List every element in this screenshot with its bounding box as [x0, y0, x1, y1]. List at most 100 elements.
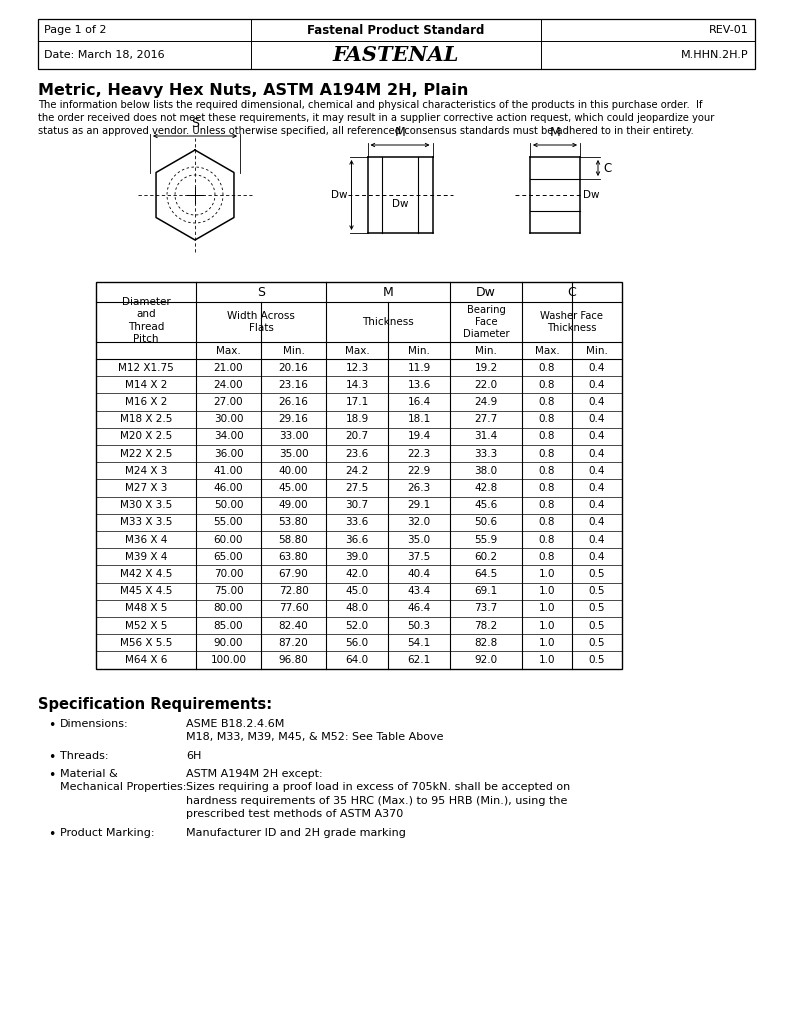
Text: 34.00: 34.00	[214, 431, 244, 441]
Text: Washer Face
Thickness: Washer Face Thickness	[540, 311, 604, 333]
Text: Threads:: Threads:	[60, 751, 108, 761]
Text: M36 X 4: M36 X 4	[125, 535, 167, 545]
Text: M.HHN.2H.P: M.HHN.2H.P	[681, 50, 749, 60]
Text: •: •	[48, 828, 55, 841]
Text: Specification Requirements:: Specification Requirements:	[38, 696, 272, 712]
Text: 40.4: 40.4	[407, 569, 430, 579]
Text: 20.7: 20.7	[346, 431, 369, 441]
Text: •: •	[48, 751, 55, 764]
Text: 0.8: 0.8	[539, 362, 555, 373]
Text: Date: March 18, 2016: Date: March 18, 2016	[44, 50, 165, 60]
Text: Metric, Heavy Hex Nuts, ASTM A194M 2H, Plain: Metric, Heavy Hex Nuts, ASTM A194M 2H, P…	[38, 83, 468, 98]
Text: M27 X 3: M27 X 3	[125, 483, 167, 493]
Text: 60.2: 60.2	[475, 552, 498, 562]
Text: 0.8: 0.8	[539, 517, 555, 527]
Text: 24.2: 24.2	[346, 466, 369, 476]
Text: 13.6: 13.6	[407, 380, 430, 390]
Text: 50.6: 50.6	[475, 517, 498, 527]
Text: 22.3: 22.3	[407, 449, 430, 459]
Text: 0.4: 0.4	[589, 466, 605, 476]
Text: M42 X 4.5: M42 X 4.5	[119, 569, 172, 579]
Text: 82.40: 82.40	[278, 621, 308, 631]
Text: 0.5: 0.5	[589, 655, 605, 665]
Text: Thickness: Thickness	[362, 317, 414, 327]
Text: Bearing
Face
Diameter: Bearing Face Diameter	[463, 304, 509, 339]
Text: 0.5: 0.5	[589, 569, 605, 579]
Text: 39.0: 39.0	[346, 552, 369, 562]
Text: Width Across
Flats: Width Across Flats	[227, 311, 295, 333]
Text: Dw: Dw	[583, 190, 600, 200]
Text: 6H: 6H	[186, 751, 202, 761]
Text: 0.8: 0.8	[539, 449, 555, 459]
Text: M30 X 3.5: M30 X 3.5	[120, 500, 172, 510]
Text: Dw: Dw	[331, 190, 347, 200]
Text: M45 X 4.5: M45 X 4.5	[119, 586, 172, 596]
Text: 100.00: 100.00	[210, 655, 247, 665]
Text: Max.: Max.	[535, 345, 559, 355]
Text: 48.0: 48.0	[346, 603, 369, 613]
Text: 0.8: 0.8	[539, 535, 555, 545]
Text: 14.3: 14.3	[346, 380, 369, 390]
Text: 96.80: 96.80	[278, 655, 308, 665]
Text: Page 1 of 2: Page 1 of 2	[44, 25, 107, 35]
Text: 0.4: 0.4	[589, 431, 605, 441]
Text: 16.4: 16.4	[407, 397, 430, 407]
Text: 29.16: 29.16	[278, 414, 308, 424]
Text: 35.0: 35.0	[407, 535, 430, 545]
Text: M39 X 4: M39 X 4	[125, 552, 167, 562]
Text: 0.8: 0.8	[539, 414, 555, 424]
Text: M22 X 2.5: M22 X 2.5	[119, 449, 172, 459]
Text: 87.20: 87.20	[278, 638, 308, 648]
Text: 12.3: 12.3	[346, 362, 369, 373]
Text: 37.5: 37.5	[407, 552, 430, 562]
Text: 42.0: 42.0	[346, 569, 369, 579]
Text: 24.9: 24.9	[475, 397, 498, 407]
Text: 1.0: 1.0	[539, 603, 555, 613]
Text: 19.2: 19.2	[475, 362, 498, 373]
Text: 46.4: 46.4	[407, 603, 430, 613]
Text: 33.00: 33.00	[278, 431, 308, 441]
Text: M56 X 5.5: M56 X 5.5	[119, 638, 172, 648]
Text: 1.0: 1.0	[539, 638, 555, 648]
Text: 52.0: 52.0	[346, 621, 369, 631]
Text: 0.4: 0.4	[589, 414, 605, 424]
Text: M: M	[395, 126, 405, 139]
Text: 70.00: 70.00	[214, 569, 244, 579]
Text: 0.8: 0.8	[539, 552, 555, 562]
Text: 0.8: 0.8	[539, 380, 555, 390]
Text: 0.4: 0.4	[589, 535, 605, 545]
Text: 32.0: 32.0	[407, 517, 430, 527]
Text: Dw: Dw	[476, 286, 496, 299]
Text: 29.1: 29.1	[407, 500, 430, 510]
Text: 0.8: 0.8	[539, 466, 555, 476]
Text: 92.0: 92.0	[475, 655, 498, 665]
Text: 0.4: 0.4	[589, 449, 605, 459]
Text: 69.1: 69.1	[475, 586, 498, 596]
Text: Min.: Min.	[475, 345, 497, 355]
Text: 67.90: 67.90	[278, 569, 308, 579]
Text: 22.9: 22.9	[407, 466, 430, 476]
Text: 72.80: 72.80	[278, 586, 308, 596]
Text: 0.4: 0.4	[589, 500, 605, 510]
Text: 35.00: 35.00	[278, 449, 308, 459]
Text: 58.80: 58.80	[278, 535, 308, 545]
Text: 31.4: 31.4	[475, 431, 498, 441]
Text: 45.00: 45.00	[278, 483, 308, 493]
Text: 19.4: 19.4	[407, 431, 430, 441]
Text: 0.8: 0.8	[539, 500, 555, 510]
Text: 20.16: 20.16	[278, 362, 308, 373]
Text: 1.0: 1.0	[539, 569, 555, 579]
Text: 24.00: 24.00	[214, 380, 244, 390]
Text: 0.4: 0.4	[589, 552, 605, 562]
Text: 21.00: 21.00	[214, 362, 244, 373]
Text: 62.1: 62.1	[407, 655, 430, 665]
Text: •: •	[48, 769, 55, 782]
Text: 1.0: 1.0	[539, 655, 555, 665]
Text: M18 X 2.5: M18 X 2.5	[119, 414, 172, 424]
Text: S: S	[257, 286, 265, 299]
Text: 33.3: 33.3	[475, 449, 498, 459]
Text: 77.60: 77.60	[278, 603, 308, 613]
Text: 26.16: 26.16	[278, 397, 308, 407]
Text: 26.3: 26.3	[407, 483, 430, 493]
Text: 18.1: 18.1	[407, 414, 430, 424]
